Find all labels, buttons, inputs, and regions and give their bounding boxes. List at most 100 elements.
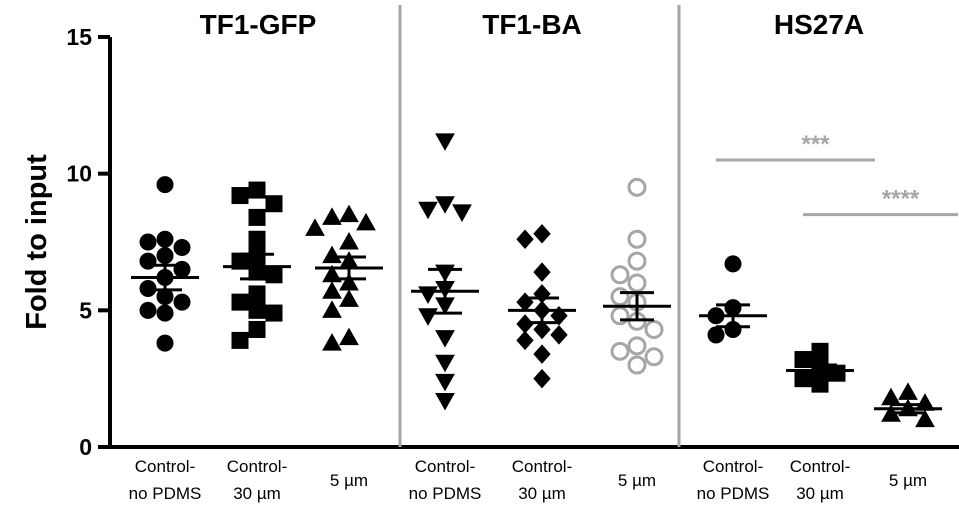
y-tick-label: 15 (66, 24, 92, 50)
category-label-line1: Control- (135, 457, 195, 476)
data-point-circle (156, 230, 174, 248)
data-point-triangle-down (435, 330, 455, 348)
data-point-circle (627, 177, 647, 197)
data-point-triangle (322, 245, 342, 264)
data-point-diamond (516, 330, 534, 351)
data-point-diamond (516, 292, 534, 312)
data-point-triangle (322, 207, 342, 225)
data-point-diamond (550, 325, 568, 345)
data-point-square (248, 181, 266, 199)
data-point-diamond (516, 229, 534, 250)
data-point-triangle (339, 231, 359, 250)
data-point-square (248, 301, 266, 319)
data-point-square (248, 230, 266, 248)
data-point-triangle-down (435, 393, 455, 411)
data-point-square (265, 304, 283, 322)
data-point-triangle-down (435, 373, 455, 392)
data-point-circle (627, 355, 647, 375)
panel-title-hs27a: HS27A (774, 9, 864, 40)
data-point-triangle (322, 333, 342, 351)
data-points (139, 133, 935, 428)
y-axis-label: Fold to input (21, 154, 53, 330)
data-point-triangle (305, 218, 325, 236)
data-point-square (248, 285, 266, 303)
data-point-square (231, 331, 249, 349)
data-point-triangle (915, 409, 935, 428)
data-point-triangle (356, 212, 376, 231)
data-point-triangle (881, 387, 901, 406)
data-point-diamond (533, 224, 551, 244)
data-point-triangle (322, 300, 342, 318)
category-label-line1: Control- (512, 457, 572, 476)
data-point-square (231, 293, 249, 311)
data-point-circle (644, 319, 664, 339)
data-point-square (811, 375, 829, 393)
significance-annotations: ******* (716, 131, 958, 217)
data-point-triangle-down (435, 133, 455, 151)
category-label: 5 µm (330, 471, 368, 490)
data-point-triangle-down (435, 354, 455, 373)
data-point-triangle-down (435, 196, 455, 214)
data-point-triangle (898, 382, 918, 400)
panel-titles: TF1-GFP TF1-BA HS27A (200, 9, 864, 40)
data-point-triangle (339, 289, 359, 307)
category-label-line1: Control- (703, 457, 763, 476)
y-tick-label: 10 (66, 161, 92, 187)
data-point-circle (627, 273, 647, 293)
data-point-triangle (339, 204, 359, 223)
y-tick-label: 0 (79, 434, 92, 460)
category-label-line1: Control- (790, 457, 850, 476)
data-point-circle (627, 251, 647, 271)
data-point-diamond (533, 319, 551, 340)
y-tick-label: 5 (79, 297, 92, 323)
data-point-circle (156, 176, 174, 194)
data-point-triangle (322, 281, 342, 299)
data-point-square (794, 370, 812, 388)
y-axis (108, 37, 959, 449)
category-label-line2: 30 µm (518, 484, 566, 503)
data-point-circle (139, 233, 157, 251)
data-point-square (248, 320, 266, 338)
y-ticks: 0 5 10 15 (66, 24, 110, 460)
data-point-circle (627, 336, 647, 356)
data-point-circle (627, 229, 647, 249)
data-point-square (828, 364, 846, 382)
category-label-line2: 30 µm (233, 484, 281, 503)
data-point-circle (610, 265, 630, 285)
category-label-line2: 30 µm (796, 484, 844, 503)
data-point-circle (707, 326, 725, 344)
data-point-triangle-down (418, 308, 438, 326)
data-point-circle (724, 255, 742, 273)
data-point-circle (139, 301, 157, 319)
category-label-line2: no PDMS (409, 484, 482, 503)
category-label: 5 µm (889, 471, 927, 490)
panel-title-tf1-gfp: TF1-GFP (200, 9, 317, 40)
significance-label: **** (882, 186, 920, 213)
data-point-circle (156, 334, 174, 352)
data-point-triangle-down (418, 201, 438, 220)
category-label-line1: Control- (227, 457, 287, 476)
mean-sem-bars (131, 252, 942, 415)
panel-title-tf1-ba: TF1-BA (482, 9, 582, 40)
data-point-diamond (533, 344, 551, 364)
data-point-circle (173, 238, 191, 256)
category-label: 5 µm (618, 471, 656, 490)
data-point-square (231, 187, 249, 205)
data-point-diamond (533, 368, 551, 389)
data-point-circle (156, 304, 174, 322)
data-point-circle (610, 287, 630, 307)
data-point-circle (644, 347, 664, 367)
data-point-triangle (339, 327, 359, 346)
data-point-square (248, 208, 266, 226)
category-labels: Control-no PDMS Control- 30 µm 5 µm Control-… (129, 457, 927, 503)
data-point-circle (156, 247, 174, 265)
data-point-square (811, 342, 829, 360)
data-point-circle (610, 341, 630, 361)
panel-dividers (398, 5, 681, 447)
category-label-line2: no PDMS (129, 484, 202, 503)
data-point-square (265, 195, 283, 213)
significance-label: *** (801, 131, 830, 158)
category-label-line1: Control- (415, 457, 475, 476)
category-label-line2: no PDMS (697, 484, 770, 503)
